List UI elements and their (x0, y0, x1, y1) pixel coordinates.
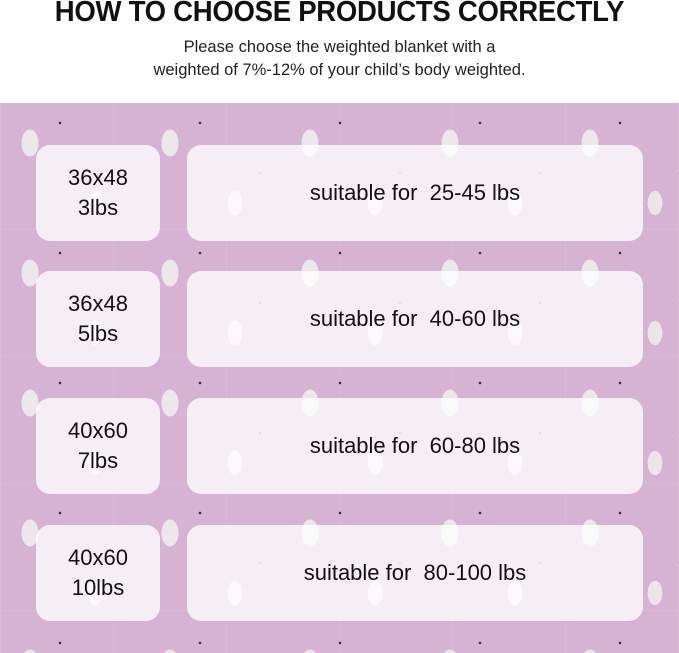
weight: 3lbs (77, 195, 119, 220)
weight: 10lbs (71, 575, 125, 600)
suitable-box: suitable for 80-100 lbs (187, 525, 643, 621)
dimensions: 36x48 (68, 291, 128, 316)
suitable-range: suitable for 40-60 lbs (309, 306, 521, 331)
suitable-range: suitable for 60-80 lbs (309, 433, 521, 458)
subtitle-line-2: weighted of 7%-12% of your child’s body … (153, 61, 526, 79)
weight: 7lbs (77, 448, 119, 473)
dimensions: 36x48 (68, 165, 128, 190)
size-box: 36x48 3lbs (36, 145, 160, 241)
suitable-range: suitable for 80-100 lbs (303, 560, 527, 585)
size-box: 40x60 7lbs (36, 398, 160, 494)
size-box: 36x48 5lbs (36, 271, 160, 367)
size-box: 40x60 10lbs (36, 525, 160, 621)
dimensions: 40x60 (68, 418, 128, 443)
suitable-range: suitable for 25-45 lbs (309, 180, 521, 205)
subtitle: Please choose the weighted blanket with … (0, 36, 679, 82)
dimensions: 40x60 (68, 545, 128, 570)
suitable-box: suitable for 40-60 lbs (187, 271, 643, 367)
page-title: HOW TO CHOOSE PRODUCTS CORRECTLY (54, 0, 625, 28)
suitable-box: suitable for 25-45 lbs (187, 145, 643, 241)
suitable-box: suitable for 60-80 lbs (187, 398, 643, 494)
subtitle-line-1: Please choose the weighted blanket with … (183, 38, 496, 56)
weight: 5lbs (77, 321, 119, 346)
